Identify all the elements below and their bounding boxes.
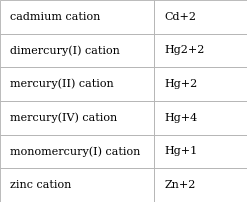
Text: cadmium cation: cadmium cation <box>10 12 100 22</box>
Bar <box>154 0 247 34</box>
Text: Cd+2: Cd+2 <box>164 12 196 22</box>
Bar <box>0 67 154 101</box>
Bar <box>0 0 154 34</box>
Bar <box>0 135 154 168</box>
Bar <box>0 168 154 202</box>
Bar <box>0 101 154 135</box>
Text: Hg+1: Hg+1 <box>164 146 198 157</box>
Text: Hg+4: Hg+4 <box>164 113 198 123</box>
Text: Hg+2: Hg+2 <box>164 79 198 89</box>
Text: Zn+2: Zn+2 <box>164 180 196 190</box>
Text: monomercury(I) cation: monomercury(I) cation <box>10 146 140 157</box>
Text: mercury(II) cation: mercury(II) cation <box>10 79 114 89</box>
Text: dimercury(I) cation: dimercury(I) cation <box>10 45 120 56</box>
Bar <box>0 34 154 67</box>
Text: mercury(IV) cation: mercury(IV) cation <box>10 113 117 123</box>
Bar <box>154 67 247 101</box>
Text: Hg2+2: Hg2+2 <box>164 45 205 56</box>
Text: zinc cation: zinc cation <box>10 180 71 190</box>
Bar <box>154 135 247 168</box>
Bar <box>154 101 247 135</box>
Bar <box>154 34 247 67</box>
Bar <box>154 168 247 202</box>
